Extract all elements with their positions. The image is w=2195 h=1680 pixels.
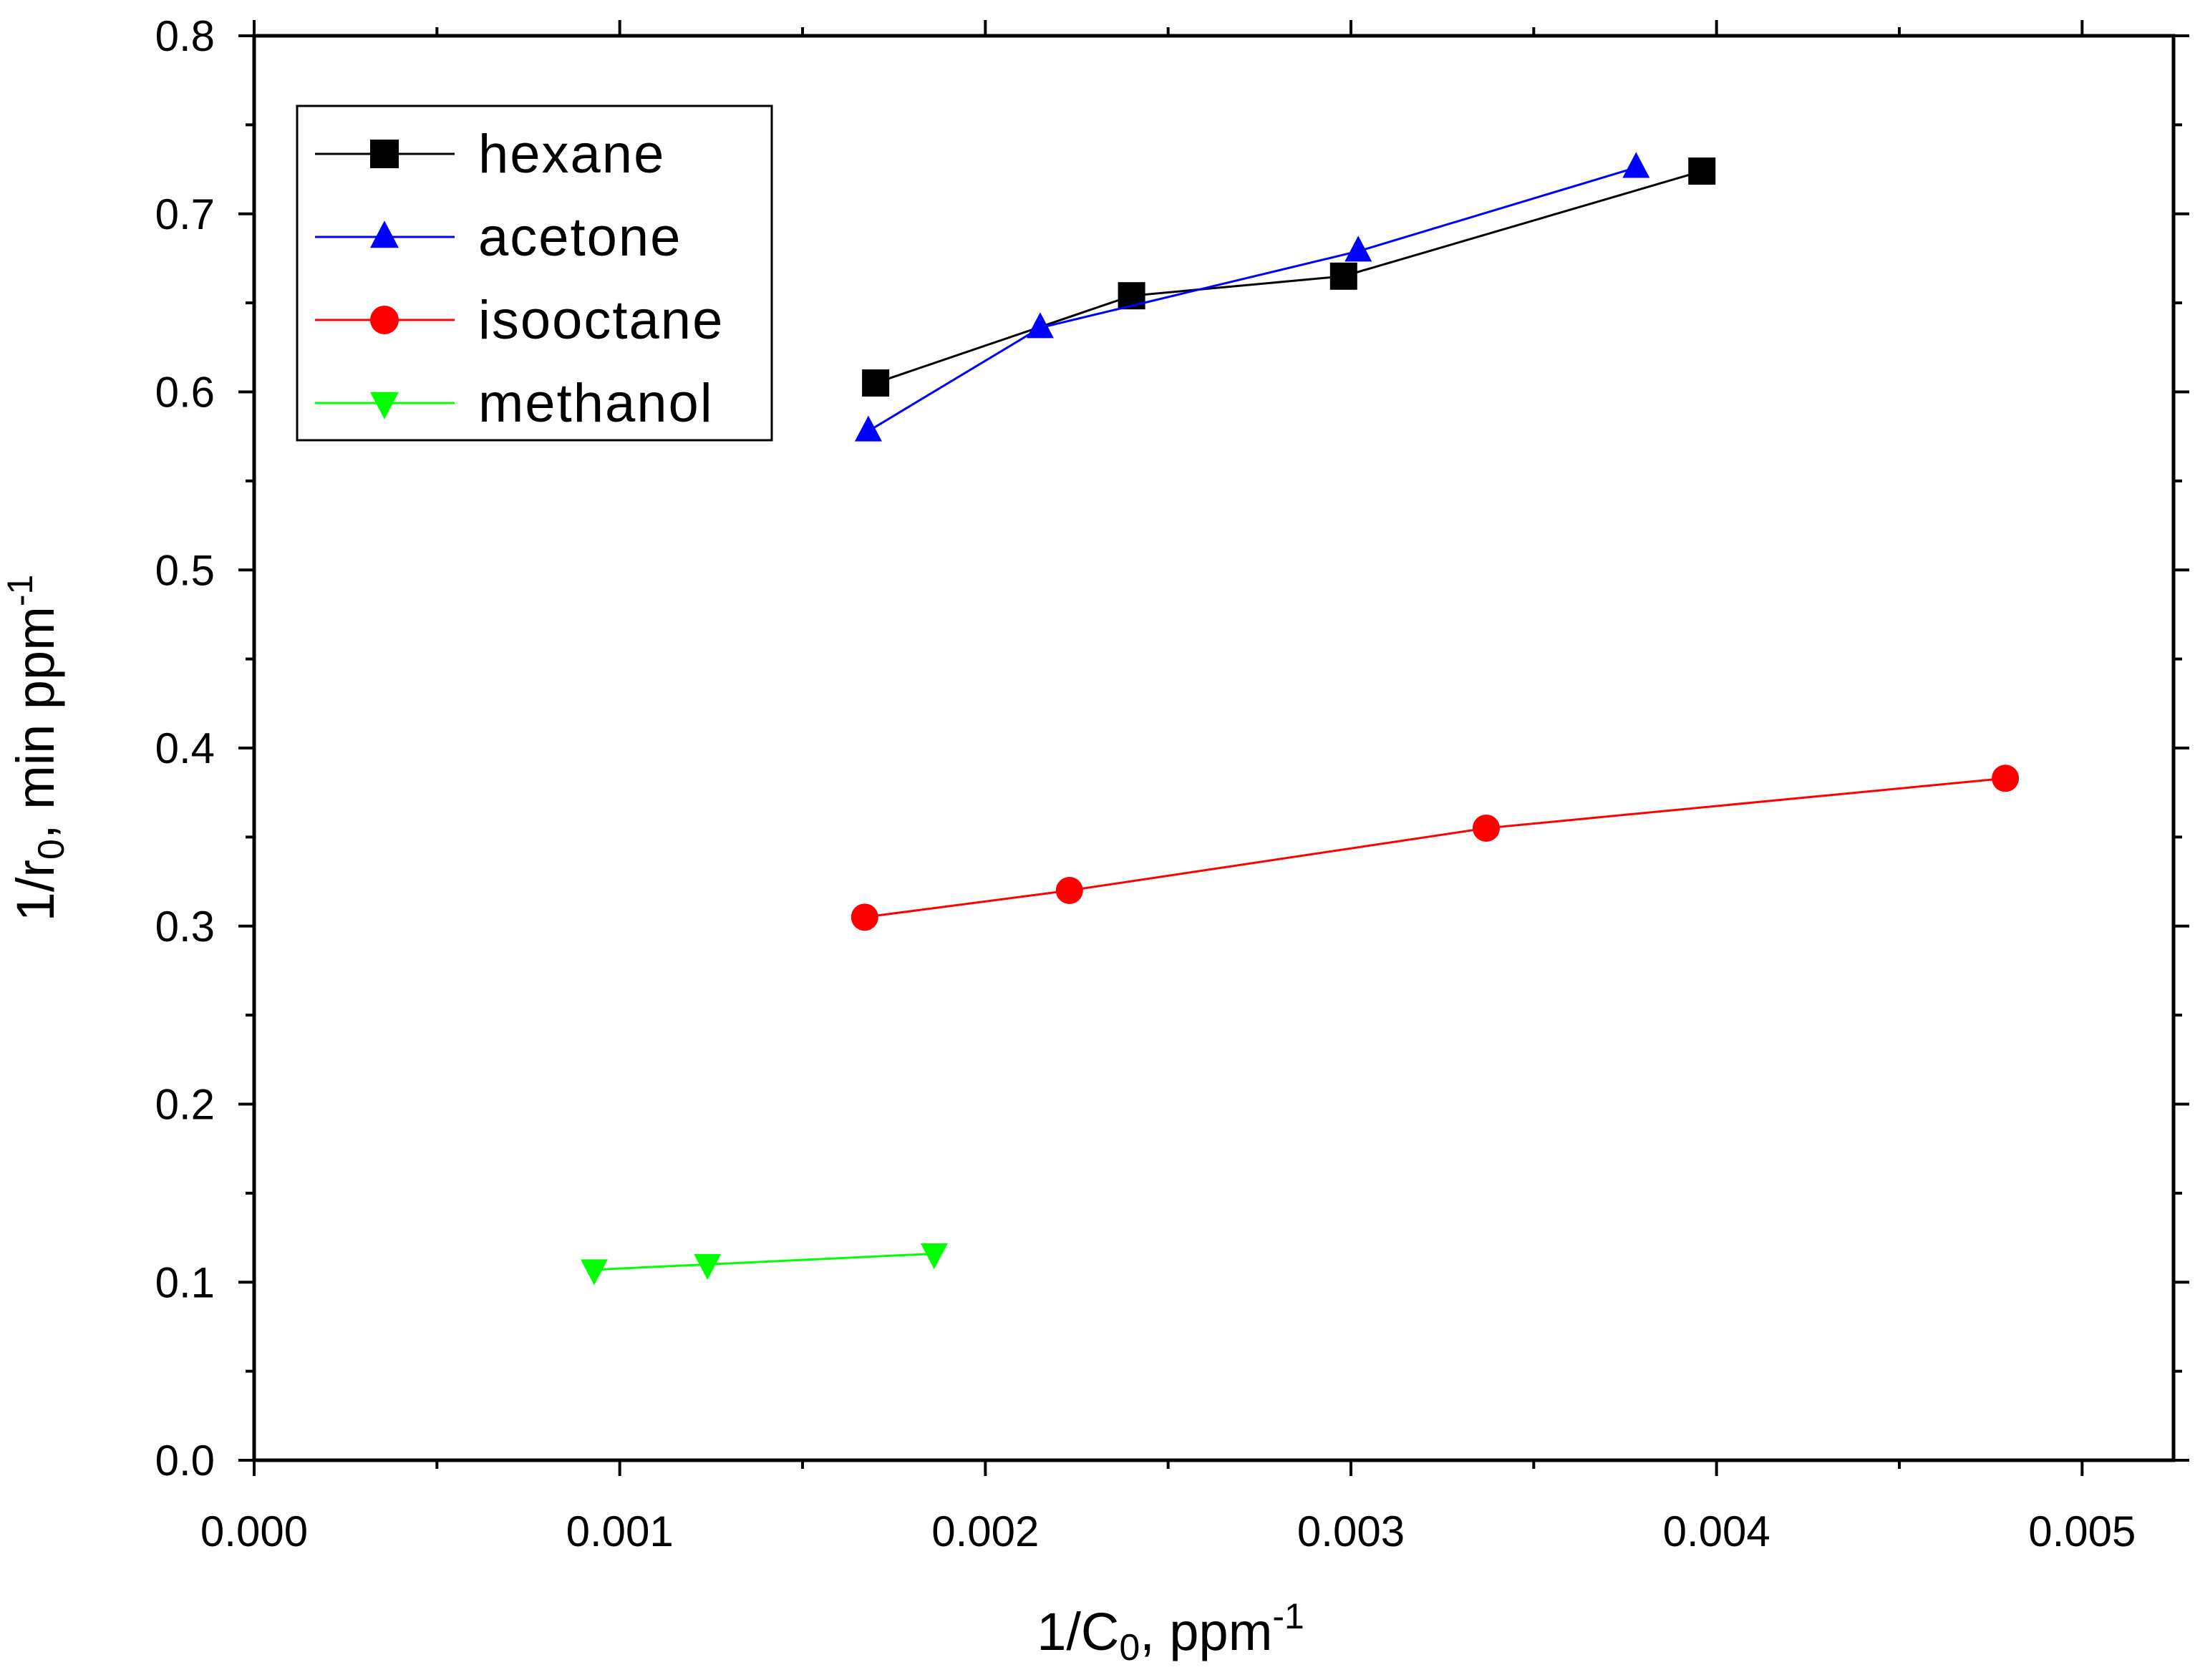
legend-marker-isooctane (370, 306, 399, 334)
x-tick-label: 0.003 (1297, 1507, 1405, 1555)
series-line-isooctane (864, 777, 2006, 918)
y-tick-label: 0.4 (155, 724, 215, 772)
x-axis-title: 1/C0, ppm-1 (1037, 1596, 1304, 1669)
data-point-isooctane (851, 903, 878, 931)
data-point-isooctane (1472, 814, 1500, 842)
data-point-methanol (694, 1253, 722, 1281)
y-tick-label: 0.3 (155, 903, 215, 951)
data-point-hexane (862, 369, 890, 397)
x-tick-label: 0.001 (566, 1507, 674, 1555)
y-axis-title: 1/r0, min ppm-1 (0, 575, 72, 922)
legend-marker-acetone (370, 220, 399, 248)
plot-frame (252, 34, 2176, 1462)
plot-area (580, 152, 2020, 1286)
data-point-hexane (1688, 157, 1716, 185)
x-tick-label: 0.002 (931, 1507, 1039, 1555)
legend-marker-methanol (370, 392, 399, 419)
y-tick-label: 0.0 (155, 1437, 215, 1485)
data-point-isooctane (1992, 764, 2020, 792)
x-tick-label: 0.004 (1663, 1507, 1770, 1555)
y-tick-label: 0.2 (155, 1081, 215, 1129)
data-point-acetone (1344, 236, 1372, 262)
y-tick-label: 0.5 (155, 546, 215, 594)
x-tick-label: 0.000 (200, 1507, 308, 1555)
data-point-acetone (854, 415, 882, 442)
data-point-acetone (1622, 152, 1650, 178)
legend-label-isooctane: isooctane (478, 290, 724, 351)
legend-label-methanol: methanol (478, 373, 714, 434)
x-tick-label: 0.005 (2028, 1507, 2136, 1555)
y-tick-labels: 0.0 0.1 0.2 0.3 0.4 0.5 0.6 0.7 0.8 (155, 12, 215, 1485)
series-line-acetone (868, 166, 1637, 432)
legend-label-acetone: acetone (478, 207, 682, 268)
y-tick-label: 0.1 (155, 1258, 215, 1306)
legend-label-hexane: hexane (478, 124, 665, 185)
y-tick-label: 0.7 (155, 190, 215, 238)
series-isooctane (851, 764, 2020, 931)
series-methanol (580, 1243, 948, 1286)
series-line-hexane (875, 170, 1702, 384)
series-acetone (854, 152, 1650, 442)
data-point-acetone (1026, 312, 1054, 339)
data-point-isooctane (1055, 877, 1083, 904)
data-point-methanol (580, 1259, 608, 1286)
legend-marker-hexane (370, 140, 399, 168)
y-tick-label: 0.8 (155, 12, 215, 60)
legend: hexane acetone isooctane methanol (296, 105, 773, 442)
x-tick-labels: 0.000 0.001 0.002 0.003 0.004 0.005 (200, 1507, 2136, 1555)
y-tick-label: 0.6 (155, 369, 215, 417)
data-point-hexane (1329, 262, 1357, 290)
data-point-methanol (920, 1243, 948, 1270)
